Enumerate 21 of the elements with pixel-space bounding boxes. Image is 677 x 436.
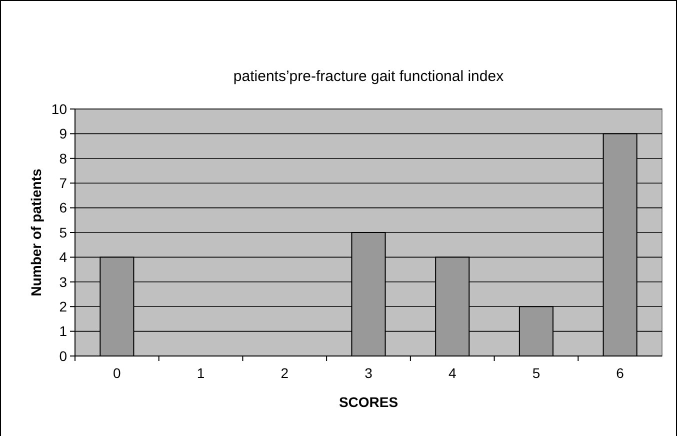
- y-tick-label: 10: [51, 100, 68, 117]
- y-tick-label: 1: [59, 323, 68, 340]
- x-tick-label: 3: [364, 365, 373, 381]
- x-axis-title: SCORES: [338, 394, 398, 410]
- x-tick-label: 0: [113, 365, 122, 381]
- y-tick-label: 0: [59, 348, 68, 364]
- y-tick-label: 6: [59, 200, 68, 216]
- y-tick-label: 2: [59, 298, 68, 314]
- y-tick-label: 8: [59, 150, 68, 166]
- x-tick-label: 5: [532, 365, 540, 381]
- y-tick-label: 5: [59, 224, 68, 240]
- y-tick-label: 7: [59, 175, 68, 191]
- y-axis-title: Number of patients: [28, 168, 44, 296]
- x-tick-label: 2: [280, 365, 289, 381]
- y-tick-label: 4: [59, 249, 68, 266]
- y-tick-label: 3: [59, 274, 68, 290]
- x-tick-label: 6: [616, 365, 624, 381]
- x-tick-label: 4: [448, 365, 456, 381]
- chart-title: patients’pre-fracture gait functional index: [233, 68, 504, 85]
- y-tick-label: 9: [59, 126, 68, 142]
- x-tick-label: 1: [196, 365, 205, 381]
